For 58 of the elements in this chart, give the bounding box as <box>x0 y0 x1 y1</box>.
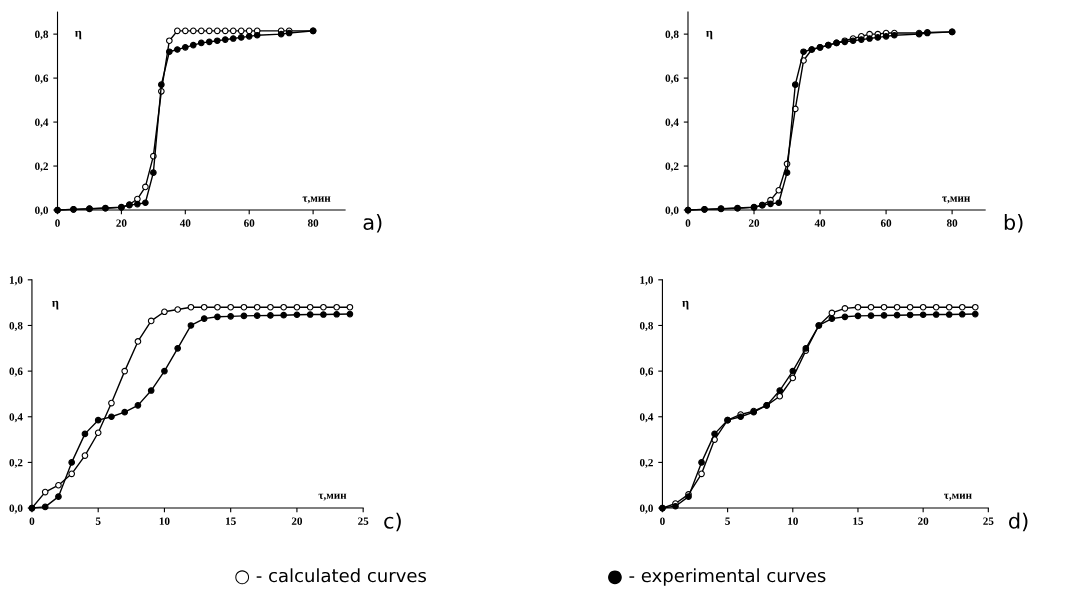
y-tick-label: 0,2 <box>665 162 679 172</box>
x-tick-label: 40 <box>179 219 191 227</box>
y-tick-label: 0,0 <box>639 504 653 514</box>
x-tick-label: 0 <box>29 517 35 525</box>
y-tick-label: 0,4 <box>9 413 23 423</box>
x-axis-title: τ,мин <box>942 196 970 204</box>
x-tick-label: 5 <box>95 517 101 525</box>
x-axis-title: τ,мин <box>943 493 972 501</box>
x-tick-label: 20 <box>116 219 127 227</box>
x-tick-label: 60 <box>244 219 255 227</box>
x-tick-label: 20 <box>918 517 929 525</box>
x-tick-label: 0 <box>55 219 60 227</box>
y-axis-title: η <box>74 30 82 40</box>
y-tick-label: 0,4 <box>665 118 679 128</box>
y-tick-label: 0,6 <box>639 367 654 377</box>
x-tick-label: 20 <box>748 219 760 227</box>
x-tick-label: 60 <box>880 219 892 227</box>
text: d) <box>1009 512 1028 532</box>
y-tick-label: 0,0 <box>665 206 679 216</box>
y-tick-label: 0,6 <box>9 367 23 377</box>
y-axis-title: η <box>706 30 713 40</box>
y-tick-label: 0,6 <box>35 74 49 84</box>
x-tick-label: 0 <box>685 219 691 227</box>
y-tick-label: 0,8 <box>35 30 49 40</box>
y-tick-label: 0,4 <box>35 118 49 128</box>
x-axis-title: τ,мин <box>302 196 331 204</box>
x-axis-title: τ,мин <box>318 493 347 501</box>
y-tick-label: 0,0 <box>35 206 49 216</box>
text: ● - experimental curves <box>608 568 826 586</box>
x-tick-label: 80 <box>946 219 958 227</box>
x-tick-label: 5 <box>725 517 730 525</box>
y-tick-label: 0,8 <box>639 321 654 332</box>
y-axis-title: η <box>682 300 689 310</box>
y-tick-label: 0,8 <box>665 30 679 40</box>
x-tick-label: 15 <box>853 517 864 525</box>
text: ○ - calculated curves <box>235 568 427 585</box>
y-tick-label: 1,0 <box>640 276 653 286</box>
x-tick-label: 15 <box>226 517 236 525</box>
x-tick-label: 25 <box>358 517 369 525</box>
y-tick-label: 0,2 <box>35 162 48 172</box>
y-tick-label: 0,2 <box>9 458 23 468</box>
y-tick-label: 0,0 <box>9 504 23 514</box>
text: b) <box>1004 213 1023 233</box>
x-tick-label: 80 <box>307 219 319 227</box>
text: a) <box>363 214 382 233</box>
y-tick-label: 1,0 <box>9 276 23 286</box>
y-tick-label: 0,4 <box>639 413 654 423</box>
x-tick-label: 20 <box>291 517 303 525</box>
x-tick-label: 10 <box>788 517 798 525</box>
x-tick-label: 0 <box>660 517 665 525</box>
x-tick-label: 40 <box>814 219 826 227</box>
x-tick-label: 10 <box>159 517 170 525</box>
y-tick-label: 0,8 <box>9 321 23 332</box>
y-tick-label: 0,2 <box>639 458 653 468</box>
x-tick-label: 25 <box>983 517 994 525</box>
y-tick-label: 0,6 <box>665 74 679 84</box>
text: c) <box>384 512 401 532</box>
y-axis-title: η <box>52 300 59 310</box>
